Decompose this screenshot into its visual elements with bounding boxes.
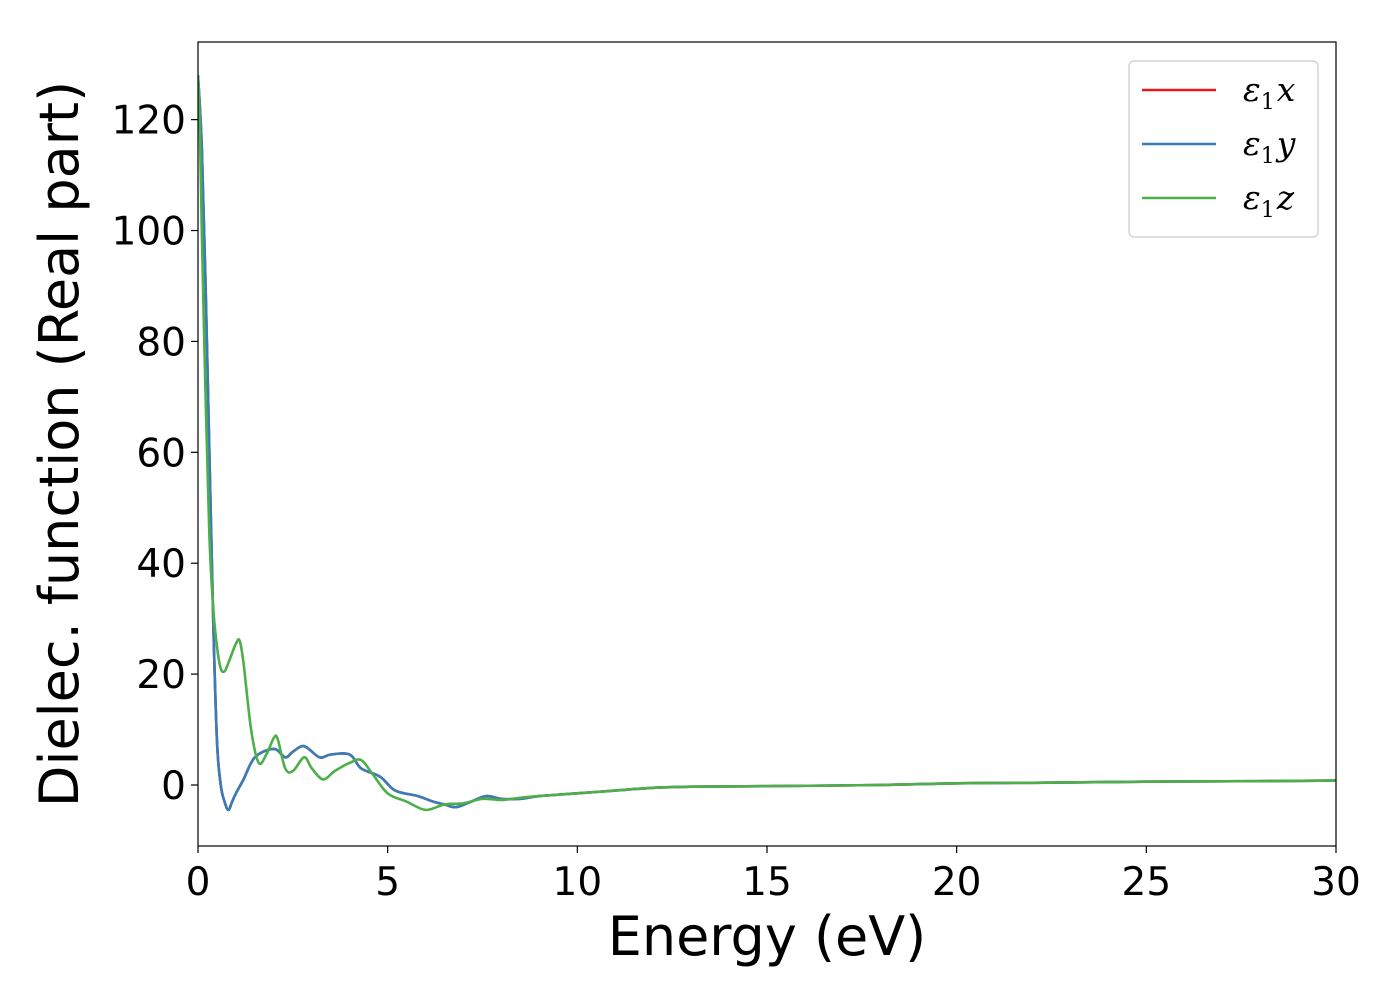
series-lines xyxy=(198,75,1336,812)
legend-label: ε1z xyxy=(1243,178,1295,223)
x-axis: 0 5 10 15 20 25 30 xyxy=(186,846,1361,905)
x-tick-label: 0 xyxy=(186,860,211,905)
x-tick-label: 25 xyxy=(1122,860,1172,905)
legend: ε1x ε1y ε1z xyxy=(1128,60,1319,238)
legend-label: ε1x xyxy=(1243,70,1296,115)
y-axis: 0 20 40 60 80 100 120 xyxy=(112,99,198,809)
y-tick-label: 60 xyxy=(136,431,186,476)
y-tick-label: 40 xyxy=(136,542,186,587)
y-tick-label: 100 xyxy=(112,210,186,255)
x-tick-label: 10 xyxy=(553,860,603,905)
y-tick-label: 120 xyxy=(112,99,186,144)
x-tick-label: 15 xyxy=(742,860,792,905)
x-tick-label: 5 xyxy=(375,860,400,905)
y-axis-label: Dielec. function (Real part) xyxy=(28,81,91,807)
y-tick-label: 20 xyxy=(136,653,186,698)
legend-box xyxy=(1128,60,1319,238)
y-tick-label: 80 xyxy=(136,320,186,365)
x-tick-label: 30 xyxy=(1311,860,1361,905)
y-tick-label: 0 xyxy=(161,764,186,809)
x-tick-label: 20 xyxy=(932,860,982,905)
x-axis-label: Energy (eV) xyxy=(608,905,927,968)
series-line xyxy=(198,75,1336,812)
legend-label: ε1y xyxy=(1243,124,1296,169)
